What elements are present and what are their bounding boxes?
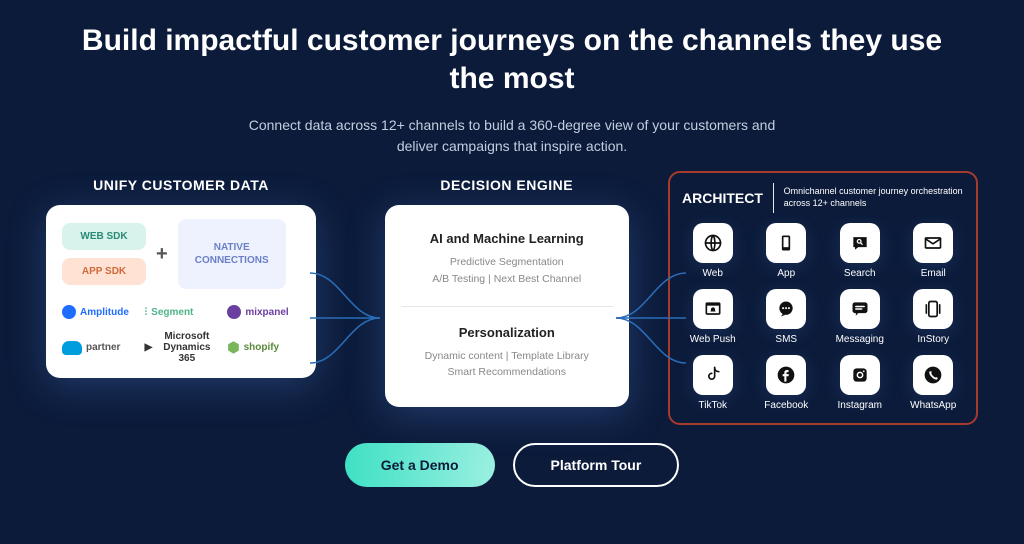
personalization-heading: Personalization bbox=[401, 325, 613, 340]
channel-label: InStory bbox=[917, 334, 949, 345]
channel-label: Web bbox=[703, 268, 723, 279]
channel-label: Facebook bbox=[764, 400, 808, 411]
dots-bubble-icon bbox=[766, 289, 806, 329]
architect-column: ARCHITECT Omnichannel customer journey o… bbox=[668, 171, 978, 425]
channel-search: Search bbox=[829, 223, 891, 279]
channel-email: Email bbox=[903, 223, 965, 279]
integration-logo: ⬢shopify bbox=[227, 331, 300, 364]
channel-web-push: Web Push bbox=[682, 289, 744, 345]
sdk-row: WEB SDK APP SDK + NATIVE CONNECTIONS bbox=[62, 219, 300, 289]
hero: Build impactful customer journeys on the… bbox=[0, 0, 1024, 169]
native-connections-box: NATIVE CONNECTIONS bbox=[178, 219, 286, 289]
channel-whatsapp: WhatsApp bbox=[903, 355, 965, 411]
architect-title: ARCHITECT bbox=[682, 190, 763, 206]
get-demo-button[interactable]: Get a Demo bbox=[345, 443, 495, 487]
divider bbox=[401, 306, 613, 307]
phone-icon bbox=[766, 223, 806, 263]
facebook-icon bbox=[766, 355, 806, 395]
channel-app: App bbox=[756, 223, 818, 279]
unify-title: UNIFY CUSTOMER DATA bbox=[46, 177, 316, 193]
integration-logo: Amplitude bbox=[62, 305, 135, 319]
integration-logo: ⫶Segment bbox=[145, 305, 218, 319]
hero-subtitle: Connect data across 12+ channels to buil… bbox=[232, 115, 792, 157]
channel-label: Instagram bbox=[838, 400, 882, 411]
channel-label: SMS bbox=[775, 334, 797, 345]
architect-panel: ARCHITECT Omnichannel customer journey o… bbox=[668, 171, 978, 425]
channel-sms: SMS bbox=[756, 289, 818, 345]
search-bubble-icon bbox=[840, 223, 880, 263]
channel-label: TikTok bbox=[698, 400, 727, 411]
personalization-body: Dynamic content | Template Library Smart… bbox=[401, 348, 613, 382]
channel-messaging: Messaging bbox=[829, 289, 891, 345]
hero-title: Build impactful customer journeys on the… bbox=[60, 22, 964, 97]
channel-instory: InStory bbox=[903, 289, 965, 345]
ai-ml-heading: AI and Machine Learning bbox=[401, 231, 613, 246]
channel-instagram: Instagram bbox=[829, 355, 891, 411]
integration-logo: mixpanel bbox=[227, 305, 300, 319]
mail-icon bbox=[913, 223, 953, 263]
channel-label: App bbox=[777, 268, 795, 279]
integration-logos: Amplitude ⫶Segment mixpanel partner ▶Microso… bbox=[62, 305, 300, 364]
web-sdk-box: WEB SDK bbox=[62, 223, 146, 250]
channel-label: Messaging bbox=[836, 334, 884, 345]
lines-bubble-icon bbox=[840, 289, 880, 329]
channel-web: Web bbox=[682, 223, 744, 279]
connector-left bbox=[310, 233, 380, 403]
channel-label: Search bbox=[844, 268, 876, 279]
channel-label: Web Push bbox=[690, 334, 736, 345]
app-sdk-box: APP SDK bbox=[62, 258, 146, 285]
unify-column: UNIFY CUSTOMER DATA WEB SDK APP SDK + NA… bbox=[46, 177, 316, 378]
separator bbox=[773, 183, 774, 213]
platform-tour-button[interactable]: Platform Tour bbox=[513, 443, 680, 487]
unify-card: WEB SDK APP SDK + NATIVE CONNECTIONS Amp… bbox=[46, 205, 316, 378]
cta-row: Get a Demo Platform Tour bbox=[0, 425, 1024, 487]
channel-grid: Web App Search Email Web Push SMS Messaging InS… bbox=[682, 223, 964, 411]
plus-icon: + bbox=[156, 243, 168, 266]
tiktok-icon bbox=[693, 355, 733, 395]
whatsapp-icon bbox=[913, 355, 953, 395]
instagram-icon bbox=[840, 355, 880, 395]
browser-bell-icon bbox=[693, 289, 733, 329]
architect-subtitle: Omnichannel customer journey orchestrati… bbox=[784, 186, 964, 209]
ai-ml-body: Predictive Segmentation A/B Testing | Ne… bbox=[401, 254, 613, 288]
integration-logo: ▶Microsoft Dynamics 365 bbox=[145, 331, 218, 364]
decision-title: DECISION ENGINE bbox=[385, 177, 629, 193]
channel-label: WhatsApp bbox=[910, 400, 956, 411]
decision-column: DECISION ENGINE AI and Machine Learning … bbox=[385, 177, 629, 407]
integration-logo: partner bbox=[62, 331, 135, 364]
columns: UNIFY CUSTOMER DATA WEB SDK APP SDK + NA… bbox=[0, 169, 1024, 425]
decision-card: AI and Machine Learning Predictive Segme… bbox=[385, 205, 629, 407]
channel-facebook: Facebook bbox=[756, 355, 818, 411]
globe-icon bbox=[693, 223, 733, 263]
channel-label: Email bbox=[921, 268, 946, 279]
story-icon bbox=[913, 289, 953, 329]
channel-tiktok: TikTok bbox=[682, 355, 744, 411]
